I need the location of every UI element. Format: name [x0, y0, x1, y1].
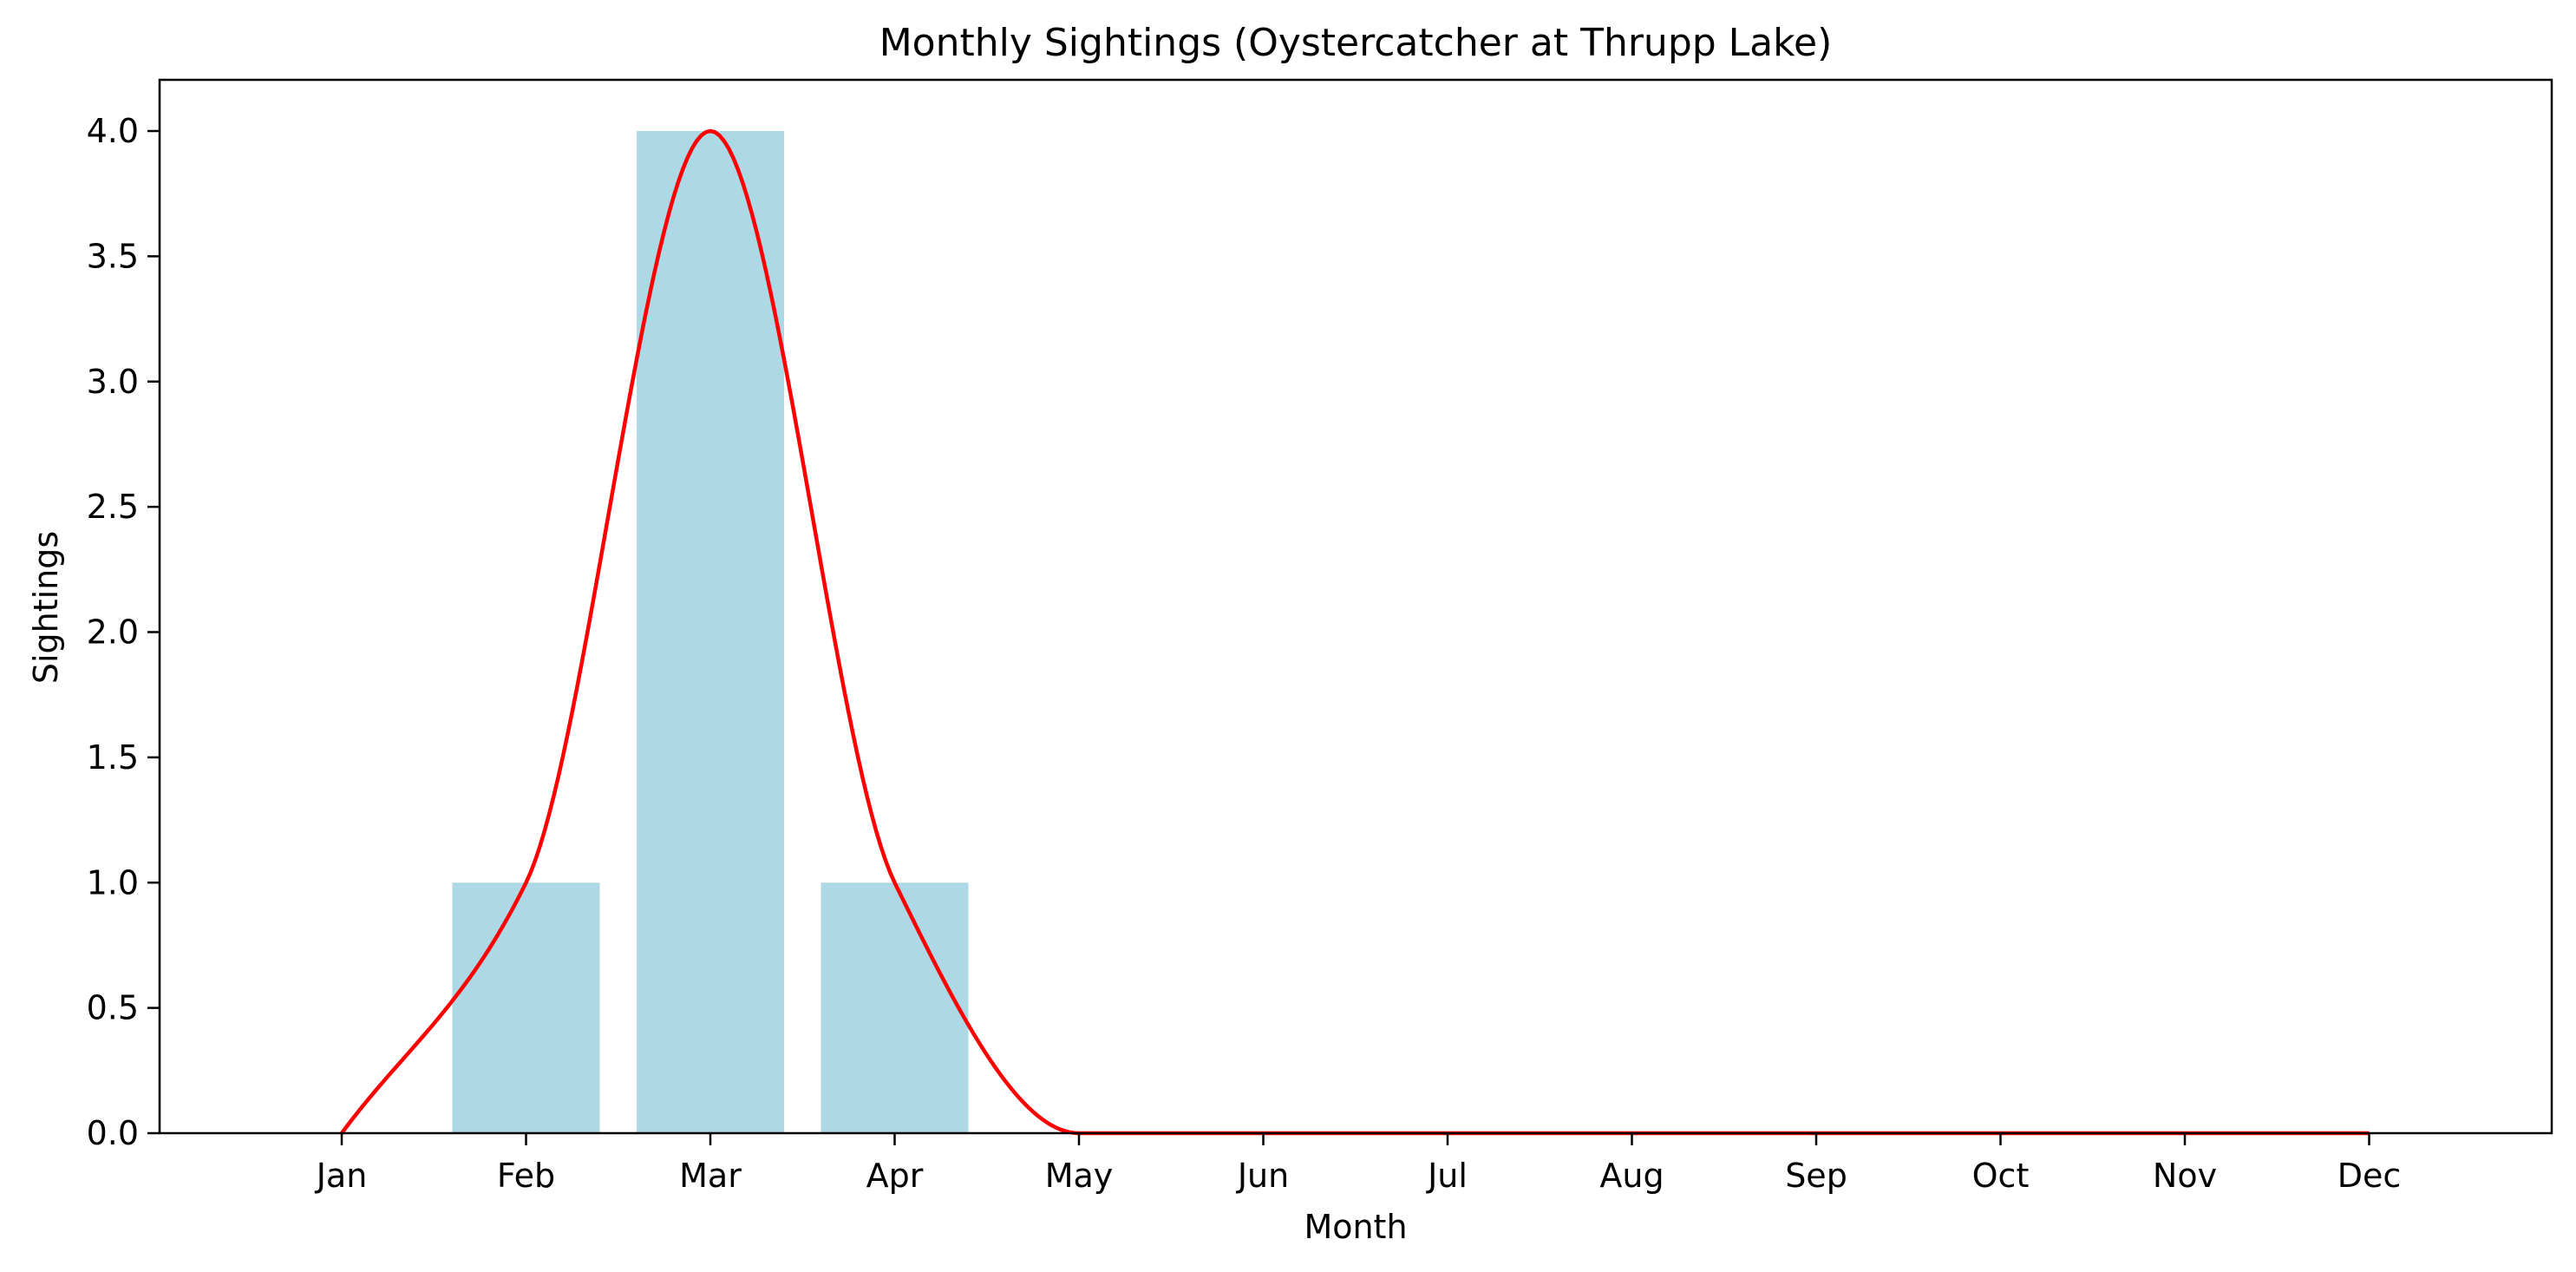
x-tick-label: Sep	[1785, 1157, 1847, 1195]
x-axis-ticks: Jan Feb Mar Apr May Jun Jul Aug Sep Oct Nov Dec	[315, 1133, 2402, 1195]
x-tick-label: Mar	[679, 1157, 742, 1195]
y-tick-label: 0.0	[87, 1114, 139, 1152]
x-tick-label: Feb	[497, 1157, 555, 1195]
chart-title: Monthly Sightings (Oystercatcher at Thru…	[879, 21, 1833, 65]
x-tick-label: Dec	[2337, 1157, 2402, 1195]
bars-group	[452, 131, 969, 1133]
x-tick-label: Nov	[2153, 1157, 2217, 1195]
y-axis-ticks: 0.0 0.5 1.0 1.5 2.0 2.5 3.0 3.5 4.0	[87, 112, 160, 1152]
x-axis-label: Month	[1304, 1208, 1407, 1246]
x-tick-label: Jul	[1426, 1157, 1468, 1195]
plot-frame	[158, 78, 2553, 1135]
y-tick-label: 2.5	[87, 488, 139, 526]
x-tick-label: Aug	[1599, 1157, 1664, 1195]
bar-apr	[821, 882, 969, 1133]
y-tick-label: 1.0	[87, 863, 139, 902]
y-tick-label: 4.0	[87, 112, 139, 150]
y-tick-label: 1.5	[87, 738, 139, 777]
y-tick-label: 3.5	[87, 237, 139, 275]
x-tick-label: Apr	[866, 1157, 924, 1195]
y-tick-label: 0.5	[87, 989, 139, 1027]
x-tick-label: Oct	[1972, 1157, 2030, 1195]
x-tick-label: May	[1045, 1157, 1114, 1195]
y-axis-label: Sightings	[27, 531, 65, 684]
bar-mar	[637, 131, 784, 1133]
y-tick-label: 3.0	[87, 363, 139, 401]
x-tick-label: Jun	[1236, 1157, 1289, 1195]
bar-feb	[452, 882, 600, 1133]
x-tick-label: Jan	[315, 1157, 368, 1195]
y-tick-label: 2.0	[87, 613, 139, 652]
